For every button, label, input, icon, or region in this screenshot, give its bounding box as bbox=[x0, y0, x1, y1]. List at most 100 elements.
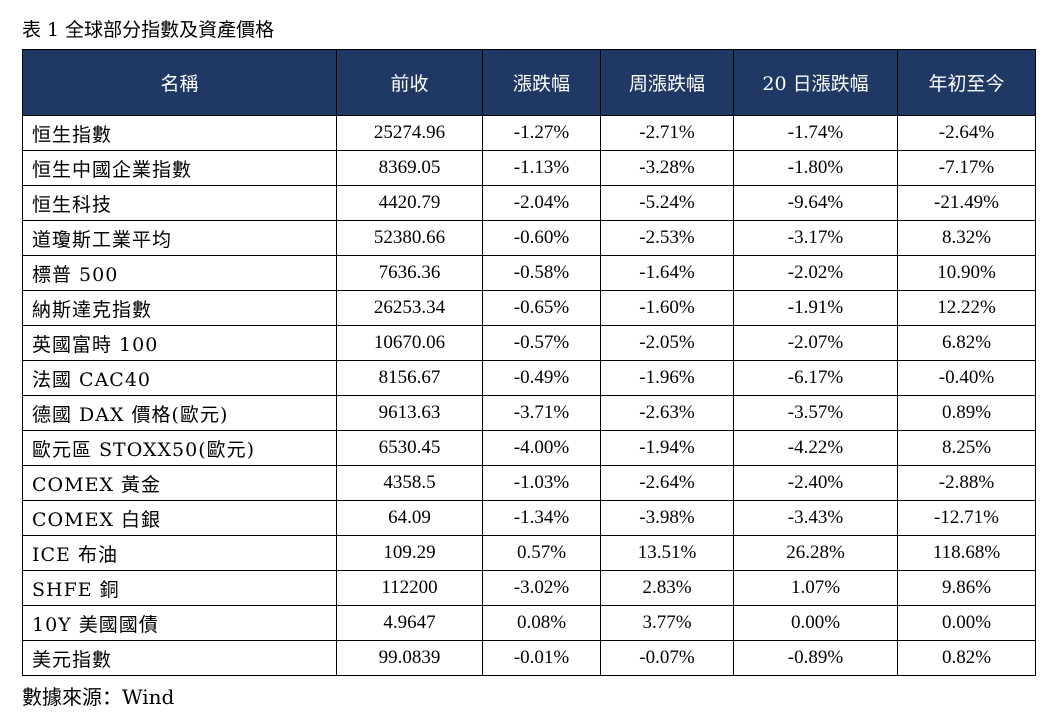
cell-name: 道瓊斯工業平均 bbox=[22, 220, 337, 256]
cell-prev-close: 7636.36 bbox=[336, 255, 483, 291]
cell-prev-close: 26253.34 bbox=[336, 290, 483, 326]
cell-name: COMEX 黃金 bbox=[22, 465, 337, 501]
cell-change: -1.27% bbox=[482, 115, 601, 151]
cell-week-change: -2.53% bbox=[600, 220, 734, 256]
cell-prev-close: 4420.79 bbox=[336, 185, 483, 221]
cell-name: 恒生指數 bbox=[22, 115, 337, 151]
cell-change: -0.57% bbox=[482, 325, 601, 361]
cell-ytd: -2.88% bbox=[897, 465, 1036, 501]
cell-ytd: 118.68% bbox=[897, 535, 1036, 571]
cell-prev-close: 4.9647 bbox=[336, 605, 483, 641]
table-row: 法國 CAC40 8156.67 -0.49% -1.96% -6.17% -0.40% bbox=[22, 360, 1036, 396]
header-20d-change: 20 日漲跌幅 bbox=[733, 49, 898, 116]
cell-change: -2.04% bbox=[482, 185, 601, 221]
cell-week-change: -3.98% bbox=[600, 500, 734, 536]
table-row: 恒生科技 4420.79 -2.04% -5.24% -9.64% -21.49% bbox=[22, 185, 1036, 221]
cell-prev-close: 109.29 bbox=[336, 535, 483, 571]
asset-price-table: 名稱 前收 漲跌幅 周漲跌幅 20 日漲跌幅 年初至今 恒生指數 25274.96… bbox=[22, 49, 1036, 676]
cell-week-change: -1.60% bbox=[600, 290, 734, 326]
cell-change: -1.03% bbox=[482, 465, 601, 501]
cell-name: SHFE 銅 bbox=[22, 570, 337, 606]
table-row: COMEX 黃金 4358.5 -1.03% -2.64% -2.40% -2.88% bbox=[22, 465, 1036, 501]
cell-name: 納斯達克指數 bbox=[22, 290, 337, 326]
cell-20d-change: -2.02% bbox=[733, 255, 898, 291]
cell-week-change: 2.83% bbox=[600, 570, 734, 606]
table-row: 10Y 美國國債 4.9647 0.08% 3.77% 0.00% 0.00% bbox=[22, 605, 1036, 641]
cell-week-change: 3.77% bbox=[600, 605, 734, 641]
cell-ytd: 6.82% bbox=[897, 325, 1036, 361]
cell-20d-change: -1.91% bbox=[733, 290, 898, 326]
cell-20d-change: -3.57% bbox=[733, 395, 898, 431]
cell-20d-change: -2.07% bbox=[733, 325, 898, 361]
cell-change: -0.65% bbox=[482, 290, 601, 326]
cell-20d-change: -3.17% bbox=[733, 220, 898, 256]
cell-prev-close: 10670.06 bbox=[336, 325, 483, 361]
table-row: 英國富時 100 10670.06 -0.57% -2.05% -2.07% 6.82% bbox=[22, 325, 1036, 361]
cell-20d-change: 26.28% bbox=[733, 535, 898, 571]
cell-week-change: -1.94% bbox=[600, 430, 734, 466]
table-row: COMEX 白銀 64.09 -1.34% -3.98% -3.43% -12.71% bbox=[22, 500, 1036, 536]
table-caption: 表 1 全球部分指數及資產價格 bbox=[22, 19, 275, 41]
cell-week-change: -2.63% bbox=[600, 395, 734, 431]
cell-ytd: -12.71% bbox=[897, 500, 1036, 536]
cell-ytd: 0.00% bbox=[897, 605, 1036, 641]
cell-change: -0.49% bbox=[482, 360, 601, 396]
cell-name: 恒生中國企業指數 bbox=[22, 150, 337, 186]
cell-change: -0.58% bbox=[482, 255, 601, 291]
cell-ytd: -0.40% bbox=[897, 360, 1036, 396]
table-row: 恒生指數 25274.96 -1.27% -2.71% -1.74% -2.64% bbox=[22, 115, 1036, 151]
header-name: 名稱 bbox=[22, 49, 337, 116]
cell-week-change: -3.28% bbox=[600, 150, 734, 186]
cell-ytd: -21.49% bbox=[897, 185, 1036, 221]
cell-week-change: 13.51% bbox=[600, 535, 734, 571]
cell-20d-change: -3.43% bbox=[733, 500, 898, 536]
cell-week-change: -1.64% bbox=[600, 255, 734, 291]
cell-name: ICE 布油 bbox=[22, 535, 337, 571]
cell-prev-close: 52380.66 bbox=[336, 220, 483, 256]
header-ytd: 年初至今 bbox=[897, 49, 1036, 116]
cell-change: -0.01% bbox=[482, 640, 601, 676]
table-row: 美元指數 99.0839 -0.01% -0.07% -0.89% 0.82% bbox=[22, 640, 1036, 676]
cell-name: 恒生科技 bbox=[22, 185, 337, 221]
cell-20d-change: 1.07% bbox=[733, 570, 898, 606]
table-row: ICE 布油 109.29 0.57% 13.51% 26.28% 118.68% bbox=[22, 535, 1036, 571]
cell-20d-change: -6.17% bbox=[733, 360, 898, 396]
cell-prev-close: 8156.67 bbox=[336, 360, 483, 396]
cell-week-change: -0.07% bbox=[600, 640, 734, 676]
cell-week-change: -1.96% bbox=[600, 360, 734, 396]
cell-ytd: -7.17% bbox=[897, 150, 1036, 186]
cell-name: COMEX 白銀 bbox=[22, 500, 337, 536]
cell-week-change: -2.71% bbox=[600, 115, 734, 151]
table-row: 納斯達克指數 26253.34 -0.65% -1.60% -1.91% 12.22% bbox=[22, 290, 1036, 326]
cell-20d-change: 0.00% bbox=[733, 605, 898, 641]
cell-name: 10Y 美國國債 bbox=[22, 605, 337, 641]
table-row: 道瓊斯工業平均 52380.66 -0.60% -2.53% -3.17% 8.32% bbox=[22, 220, 1036, 256]
cell-20d-change: -0.89% bbox=[733, 640, 898, 676]
table-header-row: 名稱 前收 漲跌幅 周漲跌幅 20 日漲跌幅 年初至今 bbox=[22, 49, 1036, 116]
cell-week-change: -2.05% bbox=[600, 325, 734, 361]
cell-change: 0.08% bbox=[482, 605, 601, 641]
cell-change: -0.60% bbox=[482, 220, 601, 256]
data-source-note: 數據來源：Wind bbox=[22, 685, 175, 709]
cell-ytd: 9.86% bbox=[897, 570, 1036, 606]
cell-change: -3.02% bbox=[482, 570, 601, 606]
cell-20d-change: -1.74% bbox=[733, 115, 898, 151]
cell-change: -1.34% bbox=[482, 500, 601, 536]
cell-prev-close: 99.0839 bbox=[336, 640, 483, 676]
header-week-change: 周漲跌幅 bbox=[600, 49, 734, 116]
cell-prev-close: 64.09 bbox=[336, 500, 483, 536]
table-row: 德國 DAX 價格(歐元) 9613.63 -3.71% -2.63% -3.57% 0.… bbox=[22, 395, 1036, 431]
table-body: 恒生指數 25274.96 -1.27% -2.71% -1.74% -2.64% 恒生中國… bbox=[22, 115, 1036, 676]
cell-name: 歐元區 STOXX50(歐元) bbox=[22, 430, 337, 466]
table-row: 標普 500 7636.36 -0.58% -1.64% -2.02% 10.90% bbox=[22, 255, 1036, 291]
cell-ytd: 8.25% bbox=[897, 430, 1036, 466]
table-row: SHFE 銅 112200 -3.02% 2.83% 1.07% 9.86% bbox=[22, 570, 1036, 606]
cell-prev-close: 9613.63 bbox=[336, 395, 483, 431]
cell-change: -3.71% bbox=[482, 395, 601, 431]
cell-name: 英國富時 100 bbox=[22, 325, 337, 361]
cell-ytd: 10.90% bbox=[897, 255, 1036, 291]
cell-20d-change: -4.22% bbox=[733, 430, 898, 466]
cell-week-change: -2.64% bbox=[600, 465, 734, 501]
cell-ytd: 12.22% bbox=[897, 290, 1036, 326]
cell-change: -1.13% bbox=[482, 150, 601, 186]
